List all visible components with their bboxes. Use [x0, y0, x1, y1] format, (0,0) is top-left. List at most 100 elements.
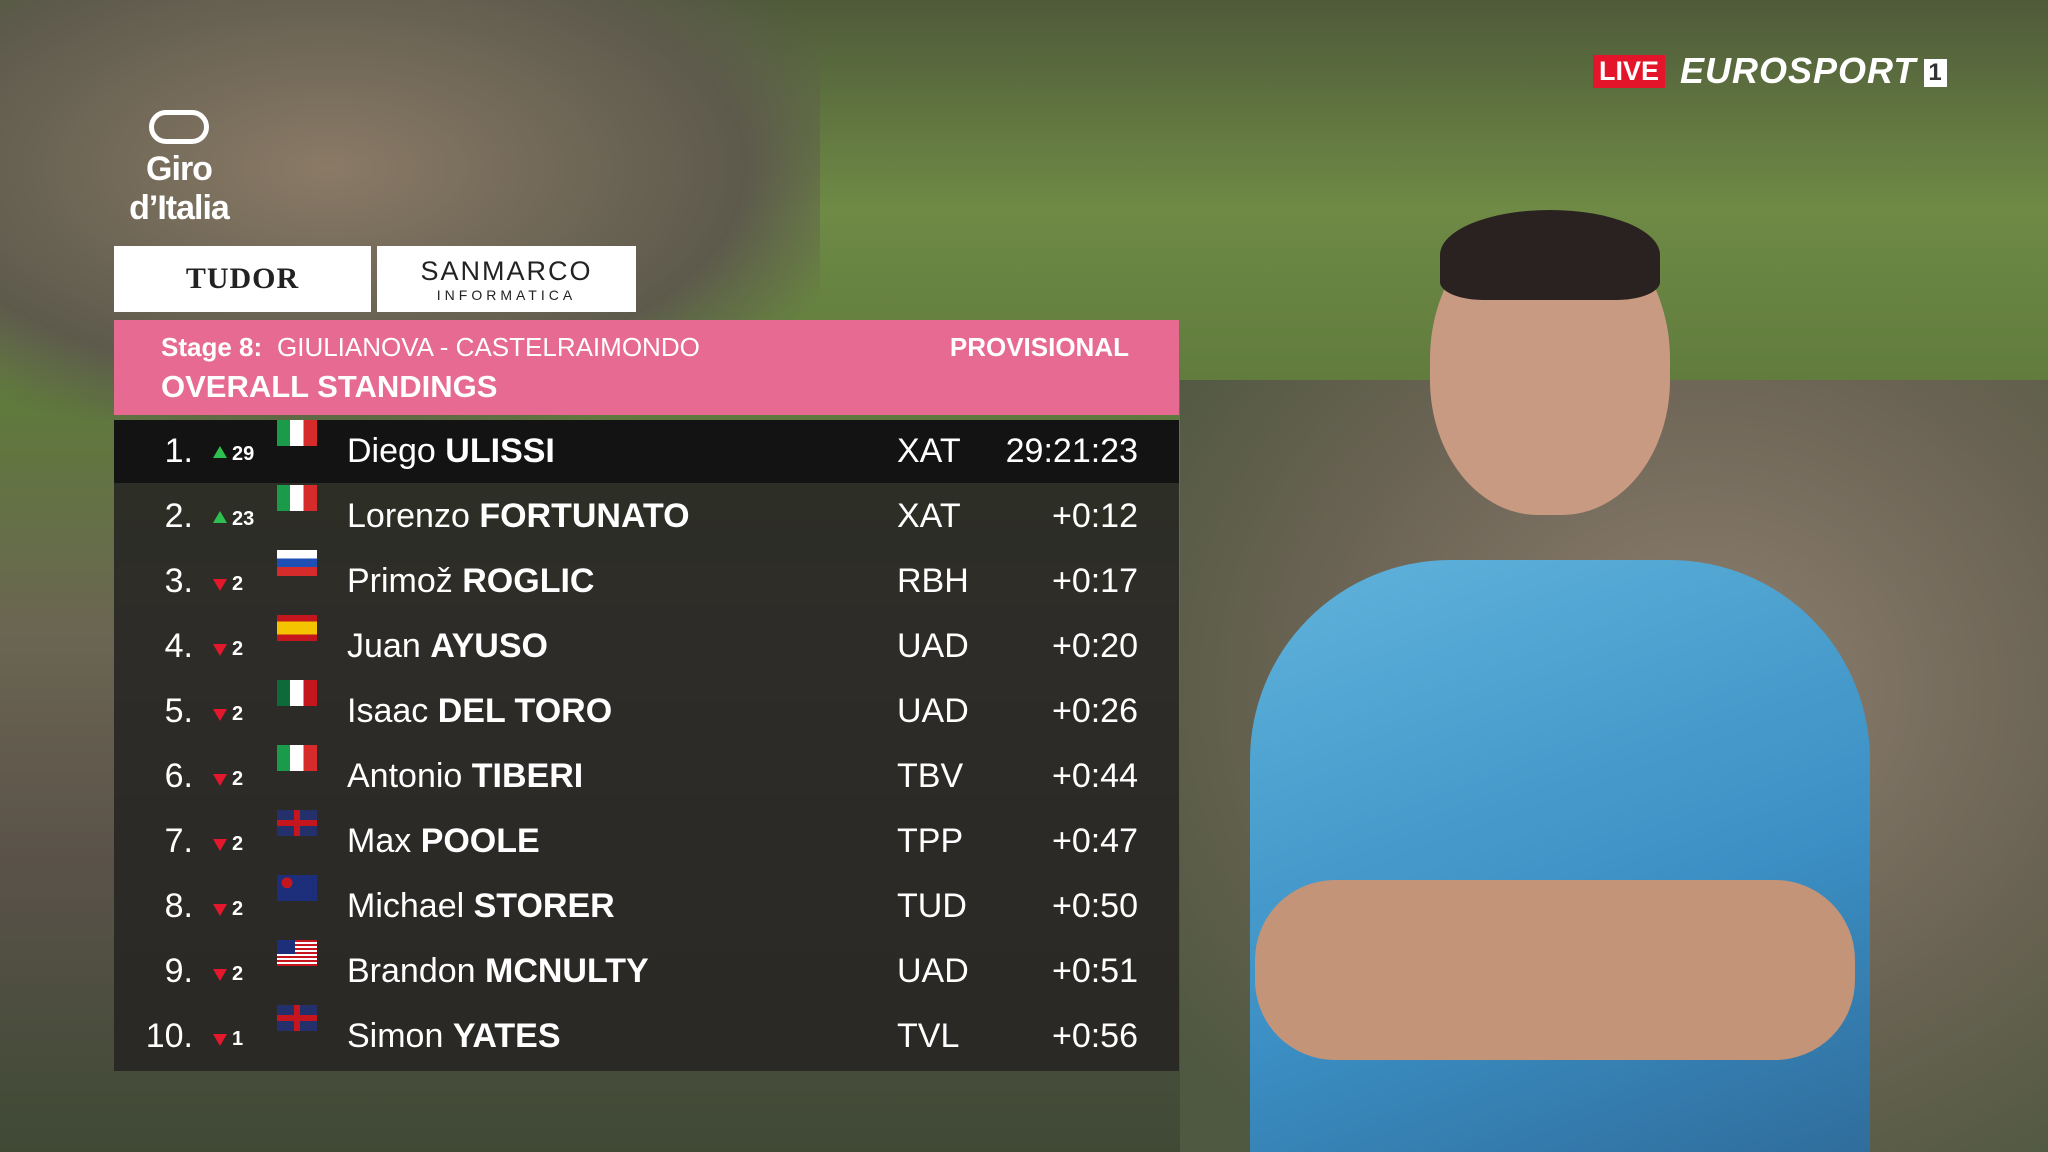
status: PROVISIONAL	[949, 332, 1129, 362]
last-name: FORTUNATO	[479, 497, 690, 535]
time-gap: +0:47	[1051, 822, 1138, 860]
rider-name: Diego ULISSI	[347, 420, 555, 483]
team-code: RBH	[897, 562, 969, 600]
rank: 5.	[164, 692, 193, 730]
team-code: TUD	[897, 887, 967, 925]
first-name: Isaac	[347, 692, 429, 730]
rider-hair	[1440, 210, 1660, 300]
last-name: YATES	[452, 1017, 561, 1055]
time-gap: +0:17	[1051, 562, 1138, 600]
trend-up	[213, 446, 227, 458]
position-change: 2	[232, 638, 244, 660]
logo-icon	[149, 110, 209, 144]
flag	[277, 875, 317, 901]
flag	[277, 680, 317, 706]
flag	[277, 550, 317, 576]
sponsor: SANMARCO INFORMATICA	[377, 246, 636, 312]
time-gap: +0:56	[1051, 1017, 1138, 1055]
flag	[277, 810, 317, 836]
standing-row: 5. 2 Isaac DEL TORO UAD +0:26	[114, 680, 1179, 743]
sponsor-name: TUDOR	[185, 262, 300, 295]
time-gap: +0:26	[1051, 692, 1138, 730]
rider-name: Simon YATES	[347, 1005, 561, 1068]
rider-name: Isaac DEL TORO	[347, 680, 612, 743]
standing-row: 9. 2 Brandon MCNULTY UAD +0:51	[114, 940, 1179, 1003]
first-name: Diego	[347, 432, 436, 470]
sponsor-name: SANMARCO	[420, 255, 593, 286]
time-gap: +0:44	[1051, 757, 1138, 795]
rider-name: Lorenzo FORTUNATO	[347, 485, 690, 548]
trend-down	[213, 709, 227, 721]
channel-number: 1	[1924, 59, 1947, 88]
position-change: 1	[232, 1028, 244, 1050]
standing-row: 10. 1 Simon YATES TVL +0:56	[114, 1005, 1179, 1068]
standings-table: 1. 29 Diego ULISSI XAT 29:21:23 2. 23 Lorenzo F…	[114, 420, 1179, 1071]
rank: 1.	[164, 432, 193, 470]
position-change: 2	[232, 833, 244, 855]
flag	[277, 745, 317, 771]
time-gap: +0:51	[1051, 952, 1138, 990]
trend-down	[213, 839, 227, 851]
trend-down	[213, 644, 227, 656]
last-name: AYUSO	[430, 627, 548, 665]
live-badge: LIVE	[1593, 55, 1665, 88]
stage-route: GIULIANOVA - CASTELRAIMONDO	[277, 332, 700, 362]
standing-row: 6. 2 Antonio TIBERI TBV +0:44	[114, 745, 1179, 808]
position-change: 2	[232, 898, 244, 920]
flag	[277, 1005, 317, 1031]
last-name: ROGLIC	[462, 562, 595, 600]
rank: 6.	[164, 757, 193, 795]
position-change: 2	[232, 963, 244, 985]
position-change: 23	[232, 508, 255, 530]
first-name: Lorenzo	[347, 497, 470, 535]
rider-name: Max POOLE	[347, 810, 540, 873]
rank: 3.	[164, 562, 193, 600]
team-code: TBV	[897, 757, 964, 795]
standing-row: 4. 2 Juan AYUSO UAD +0:20	[114, 615, 1179, 678]
position-change: 2	[232, 573, 244, 595]
flag	[277, 485, 317, 511]
rank: 4.	[164, 627, 193, 665]
first-name: Juan	[347, 627, 421, 665]
time-gap: 29:21:23	[1005, 432, 1138, 470]
time-gap: +0:12	[1051, 497, 1138, 535]
trend-down	[213, 579, 227, 591]
sponsor-sub: INFORMATICA	[436, 286, 577, 303]
rider-name: Brandon MCNULTY	[347, 940, 649, 1003]
rider-name: Antonio TIBERI	[347, 745, 583, 808]
first-name: Simon	[347, 1017, 444, 1055]
trend-up	[213, 511, 227, 523]
rank: 7.	[164, 822, 193, 860]
team-code: UAD	[897, 952, 969, 990]
flag	[277, 420, 317, 446]
last-name: ULISSI	[445, 432, 555, 470]
trend-down	[213, 1034, 227, 1046]
flag	[277, 615, 317, 641]
rider-name: Juan AYUSO	[347, 615, 548, 678]
standing-row: 1. 29 Diego ULISSI XAT 29:21:23	[114, 420, 1179, 483]
team-code: UAD	[897, 627, 969, 665]
standing-row: 3. 2 Primož ROGLIC RBH +0:17	[114, 550, 1179, 613]
trend-down	[213, 969, 227, 981]
rider-name: Michael STORER	[347, 875, 615, 938]
event-name: Giro d’Italia	[129, 150, 230, 227]
team-code: TVL	[897, 1017, 960, 1055]
stage-label: Stage 8:	[161, 332, 263, 362]
rider-name: Primož ROGLIC	[347, 550, 594, 613]
team-code: UAD	[897, 692, 969, 730]
position-change: 2	[232, 703, 244, 725]
rank: 10.	[145, 1017, 193, 1055]
channel-logo: EUROSPORT 1	[1680, 50, 1947, 92]
event-logo: Giro d’Italia	[104, 110, 254, 228]
trend-down	[213, 904, 227, 916]
position-change: 29	[232, 443, 255, 465]
first-name: Michael	[347, 887, 465, 925]
trend-down	[213, 774, 227, 786]
last-name: DEL TORO	[437, 692, 613, 730]
standing-row: 7. 2 Max POOLE TPP +0:47	[114, 810, 1179, 873]
last-name: POOLE	[420, 822, 540, 860]
rank: 8.	[164, 887, 193, 925]
flag	[277, 940, 317, 966]
time-gap: +0:20	[1051, 627, 1138, 665]
